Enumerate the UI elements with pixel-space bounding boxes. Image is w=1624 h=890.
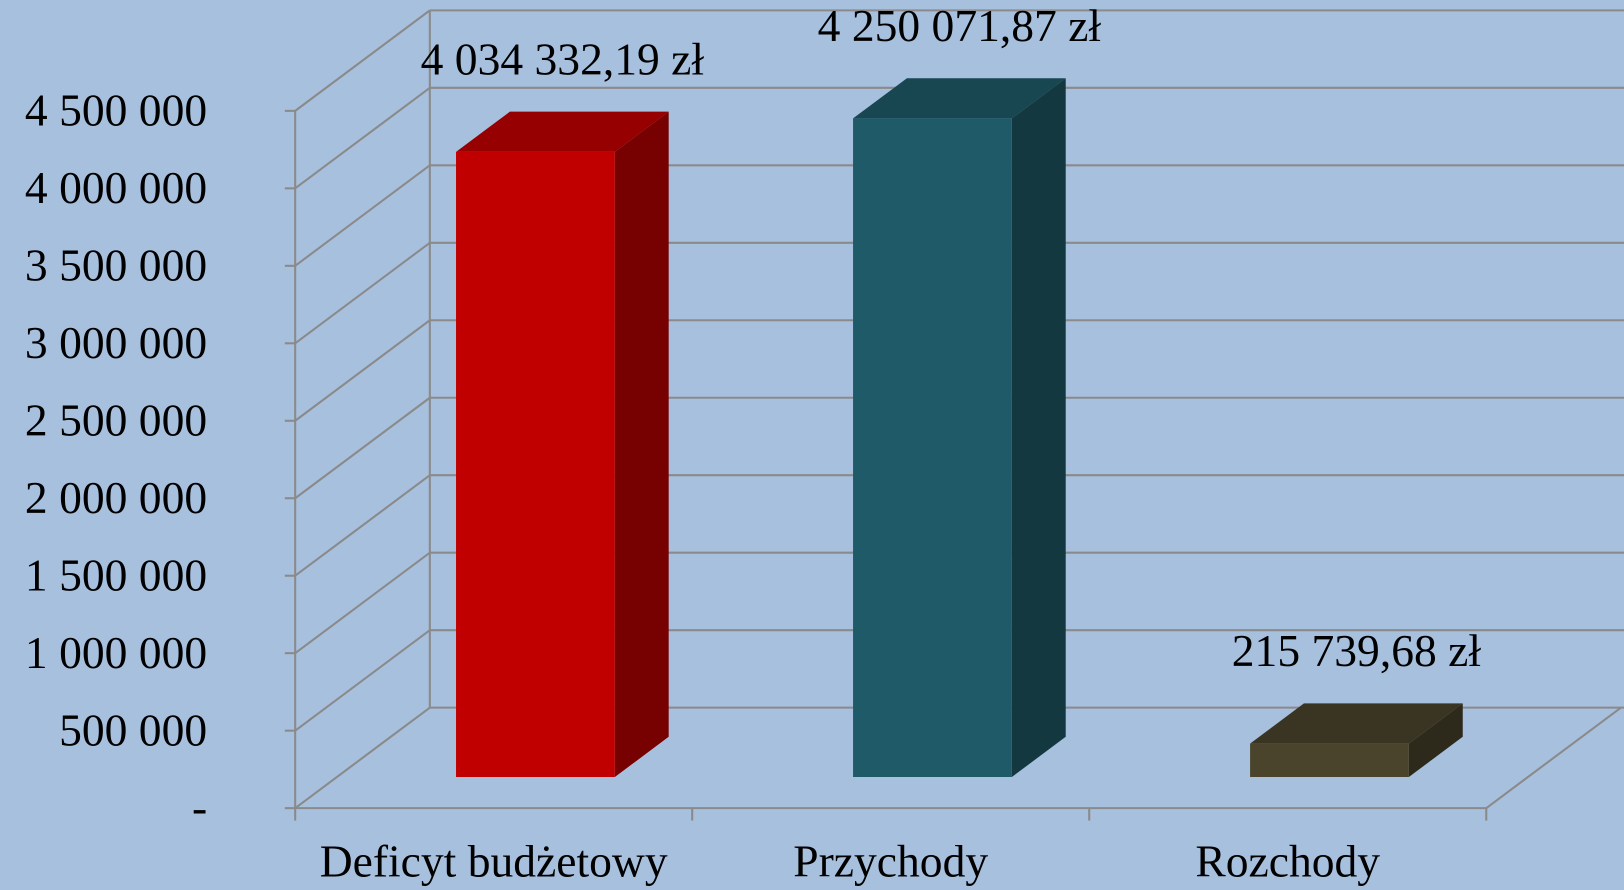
y-tick-label: 1 000 000 [25,627,207,678]
bar-top [1250,703,1463,744]
y-tick-label: 2 000 000 [25,472,207,523]
grid-line [294,319,431,422]
bar [1250,743,1409,777]
grid-line [294,164,431,267]
y-tick-label: 2 500 000 [25,394,207,445]
x-tick-label: Przychody [793,836,988,887]
floor-edge [1485,706,1622,809]
data-label: 4 034 332,19 zł [421,33,705,84]
grid-line [294,87,431,190]
bar-side [614,111,669,777]
grid-line [294,629,431,732]
x-tick-label: Deficyt budżetowy [320,836,668,887]
data-label: 4 250 071,87 zł [818,0,1102,51]
y-tick-label: 3 000 000 [25,317,207,368]
grid-line [294,9,431,112]
bar [456,151,615,777]
y-tick-label: 500 000 [59,704,207,755]
y-tick-label: 4 500 000 [25,84,207,135]
bar-top [456,111,669,152]
y-tick-label: 3 500 000 [25,239,207,290]
x-tick-label: Rozchody [1195,836,1380,887]
bar-top [853,78,1066,119]
bar-side [1011,78,1066,777]
grid-line [294,396,431,500]
grid-line [294,474,431,577]
bar [853,118,1012,777]
y-tick-label: 4 000 000 [25,162,207,213]
data-label: 215 739,68 zł [1232,625,1482,676]
grid-line [294,551,431,655]
grid-line [294,241,431,345]
bar-side [1408,703,1463,777]
y-tick-label: - [192,782,207,833]
grid-line [294,706,431,809]
y-tick-label: 1 500 000 [25,549,207,600]
